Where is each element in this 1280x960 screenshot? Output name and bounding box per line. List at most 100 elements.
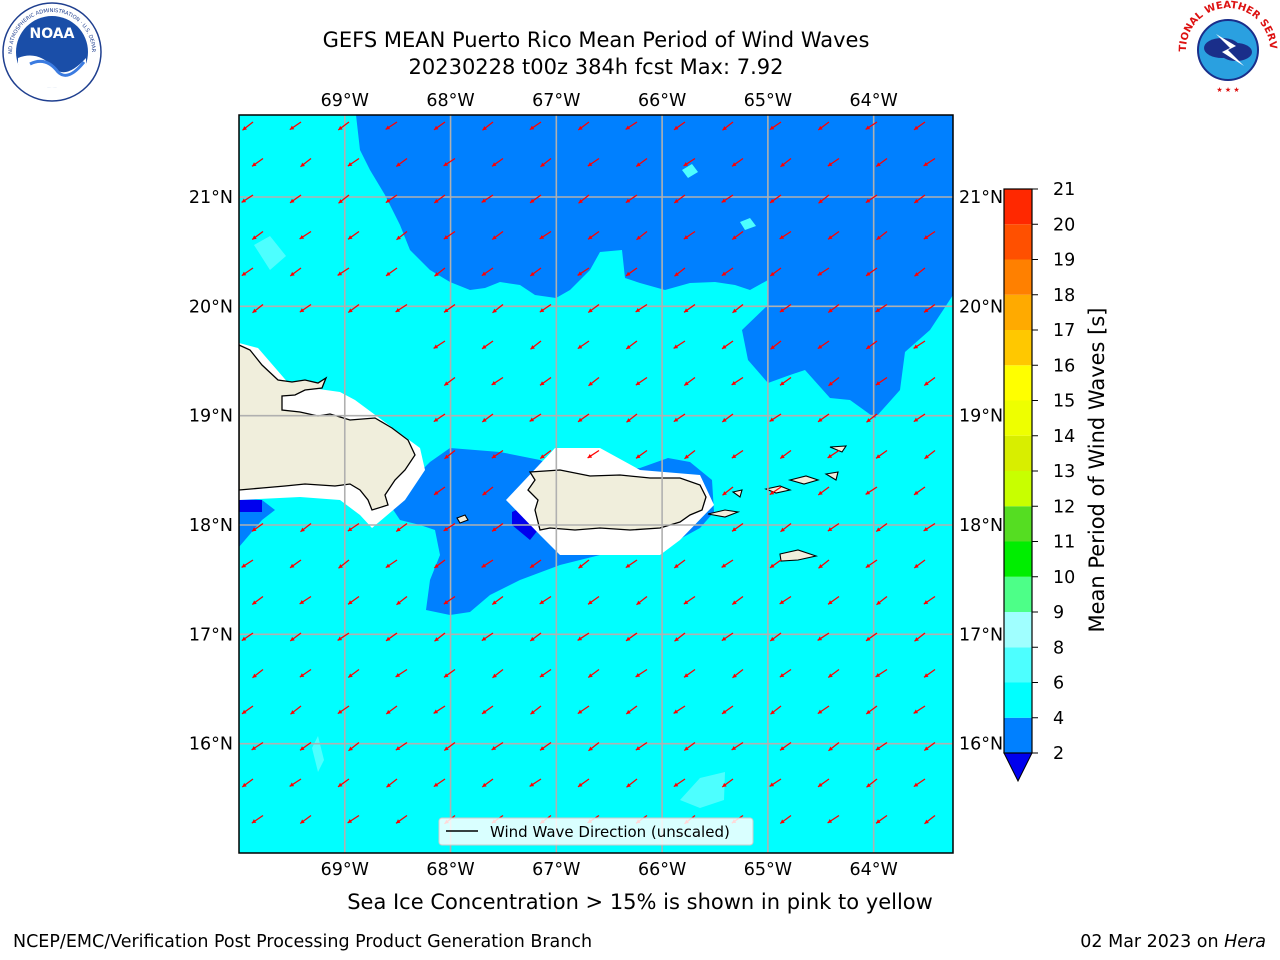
wind-wave-arrow bbox=[626, 778, 638, 788]
wind-wave-arrow bbox=[347, 157, 360, 167]
wind-wave-arrow bbox=[540, 157, 552, 168]
wind-wave-arrow bbox=[779, 668, 792, 678]
lon-label-bottom: 68°W bbox=[426, 860, 474, 880]
wind-wave-arrow bbox=[338, 194, 350, 204]
wind-wave-arrow bbox=[395, 668, 408, 678]
wind-wave-arrow bbox=[577, 413, 590, 423]
wind-wave-arrow bbox=[732, 668, 744, 679]
wind-wave-arrow bbox=[539, 595, 552, 605]
wind-wave-arrow bbox=[433, 340, 446, 349]
wind-wave-arrow bbox=[299, 595, 312, 605]
wind-wave-arrow bbox=[769, 194, 782, 204]
wind-wave-arrow bbox=[721, 267, 734, 277]
wind-wave-arrow bbox=[529, 194, 542, 204]
land-culebra bbox=[731, 489, 743, 498]
wind-wave-arrow bbox=[721, 632, 734, 642]
wind-wave-arrow bbox=[481, 778, 494, 788]
wind-wave-arrow bbox=[875, 741, 888, 751]
lon-label-bottom: 65°W bbox=[744, 860, 792, 880]
map-subtitle: 20230228 t00z 384h fcst Max: 7.92 bbox=[408, 55, 784, 79]
colorbar-segment bbox=[1004, 717, 1032, 753]
colorbar-tick-label: 21 bbox=[1053, 180, 1075, 200]
arrow-legend: Wind Wave Direction (unscaled) bbox=[438, 817, 754, 846]
land-virgin-islands bbox=[824, 471, 839, 481]
wind-wave-arrow bbox=[577, 778, 590, 788]
wind-wave-arrow bbox=[875, 668, 888, 678]
colorbar-under-arrow bbox=[1003, 752, 1033, 783]
wind-wave-arrow bbox=[780, 157, 792, 168]
period-field-6-8 bbox=[312, 736, 324, 772]
wind-wave-arrow bbox=[827, 157, 840, 167]
colorbar-segment bbox=[1004, 400, 1032, 436]
wind-wave-arrow bbox=[588, 741, 600, 752]
lon-label-bottom: 64°W bbox=[850, 860, 898, 880]
colorbar-segment bbox=[1004, 612, 1032, 648]
lat-label-left: 21°N bbox=[189, 188, 233, 208]
wind-wave-arrow bbox=[337, 778, 350, 788]
wind-wave-arrow bbox=[875, 376, 888, 386]
wind-wave-arrow bbox=[386, 778, 398, 788]
wind-wave-arrow bbox=[578, 559, 590, 569]
wind-wave-arrow bbox=[251, 741, 264, 751]
lat-label-right: 17°N bbox=[959, 625, 1003, 645]
wind-wave-arrow bbox=[241, 267, 254, 277]
wind-wave-arrow bbox=[731, 230, 744, 241]
wind-wave-arrow bbox=[818, 559, 830, 569]
wind-wave-arrow bbox=[635, 668, 648, 678]
wind-wave-arrow bbox=[625, 705, 638, 715]
wind-wave-arrow bbox=[731, 522, 744, 532]
wind-wave-arrow bbox=[779, 814, 792, 825]
wind-wave-arrow bbox=[875, 449, 888, 459]
colorbar: 2 4 6 8 9 10 11 12 13 14 15 16 17 18 19 20 21 bbox=[1003, 180, 1075, 783]
wind-wave-arrow bbox=[443, 522, 456, 532]
wind-wave-arrow bbox=[865, 559, 878, 569]
wind-wave-arrow bbox=[865, 340, 878, 350]
colorbar-tick-label: 11 bbox=[1053, 533, 1075, 553]
footer-credit: NCEP/EMC/Verification Post Processing Pr… bbox=[13, 932, 593, 952]
wind-wave-arrow bbox=[481, 559, 494, 568]
wind-wave-arrow bbox=[529, 267, 542, 277]
colorbar-segment bbox=[1004, 189, 1032, 225]
wind-wave-arrow bbox=[731, 376, 744, 386]
wind-wave-arrow bbox=[635, 157, 648, 168]
colorbar-segment bbox=[1004, 471, 1032, 507]
wind-wave-arrow bbox=[587, 595, 600, 605]
wind-wave-arrow bbox=[875, 303, 888, 313]
wind-wave-arrow bbox=[299, 303, 312, 313]
wind-wave-arrow bbox=[732, 303, 744, 314]
wind-wave-arrow bbox=[779, 303, 792, 313]
colorbar-segment bbox=[1004, 541, 1032, 577]
wind-wave-arrow bbox=[588, 376, 600, 387]
wind-wave-arrow bbox=[433, 705, 446, 714]
wind-wave-arrow bbox=[779, 230, 792, 240]
wind-wave-arrow bbox=[539, 303, 552, 313]
wind-wave-arrow bbox=[913, 705, 926, 714]
wind-wave-arrow bbox=[396, 230, 408, 241]
wind-wave-arrow bbox=[625, 340, 638, 350]
wind-wave-arrow bbox=[625, 121, 638, 130]
colorbar-tick-label: 10 bbox=[1053, 568, 1075, 588]
wind-wave-arrow bbox=[395, 303, 408, 313]
wind-wave-arrow bbox=[433, 559, 446, 569]
wind-wave-arrow bbox=[337, 705, 350, 715]
wind-wave-arrow bbox=[673, 340, 686, 349]
wind-wave-arrow bbox=[491, 595, 504, 606]
wind-wave-arrow bbox=[529, 778, 542, 787]
wind-wave-arrow bbox=[818, 194, 830, 204]
wind-wave-arrow bbox=[492, 668, 504, 679]
wind-wave-arrow bbox=[385, 267, 398, 277]
map-title: GEFS MEAN Puerto Rico Mean Period of Win… bbox=[322, 28, 870, 52]
wind-wave-arrow bbox=[587, 230, 600, 240]
lon-label-top: 64°W bbox=[850, 91, 898, 111]
wind-wave-arrow bbox=[731, 157, 744, 167]
wind-wave-arrow bbox=[443, 157, 456, 167]
wind-wave-arrow bbox=[673, 705, 686, 714]
wind-wave-arrow bbox=[385, 121, 398, 130]
wind-wave-arrow bbox=[635, 376, 648, 386]
wind-wave-arrow bbox=[827, 595, 840, 605]
wind-wave-arrow bbox=[434, 632, 446, 642]
wind-wave-arrow bbox=[347, 230, 360, 240]
wind-wave-arrow bbox=[530, 340, 542, 350]
wind-wave-arrow bbox=[577, 705, 590, 715]
wind-wave-arrow bbox=[684, 449, 696, 460]
